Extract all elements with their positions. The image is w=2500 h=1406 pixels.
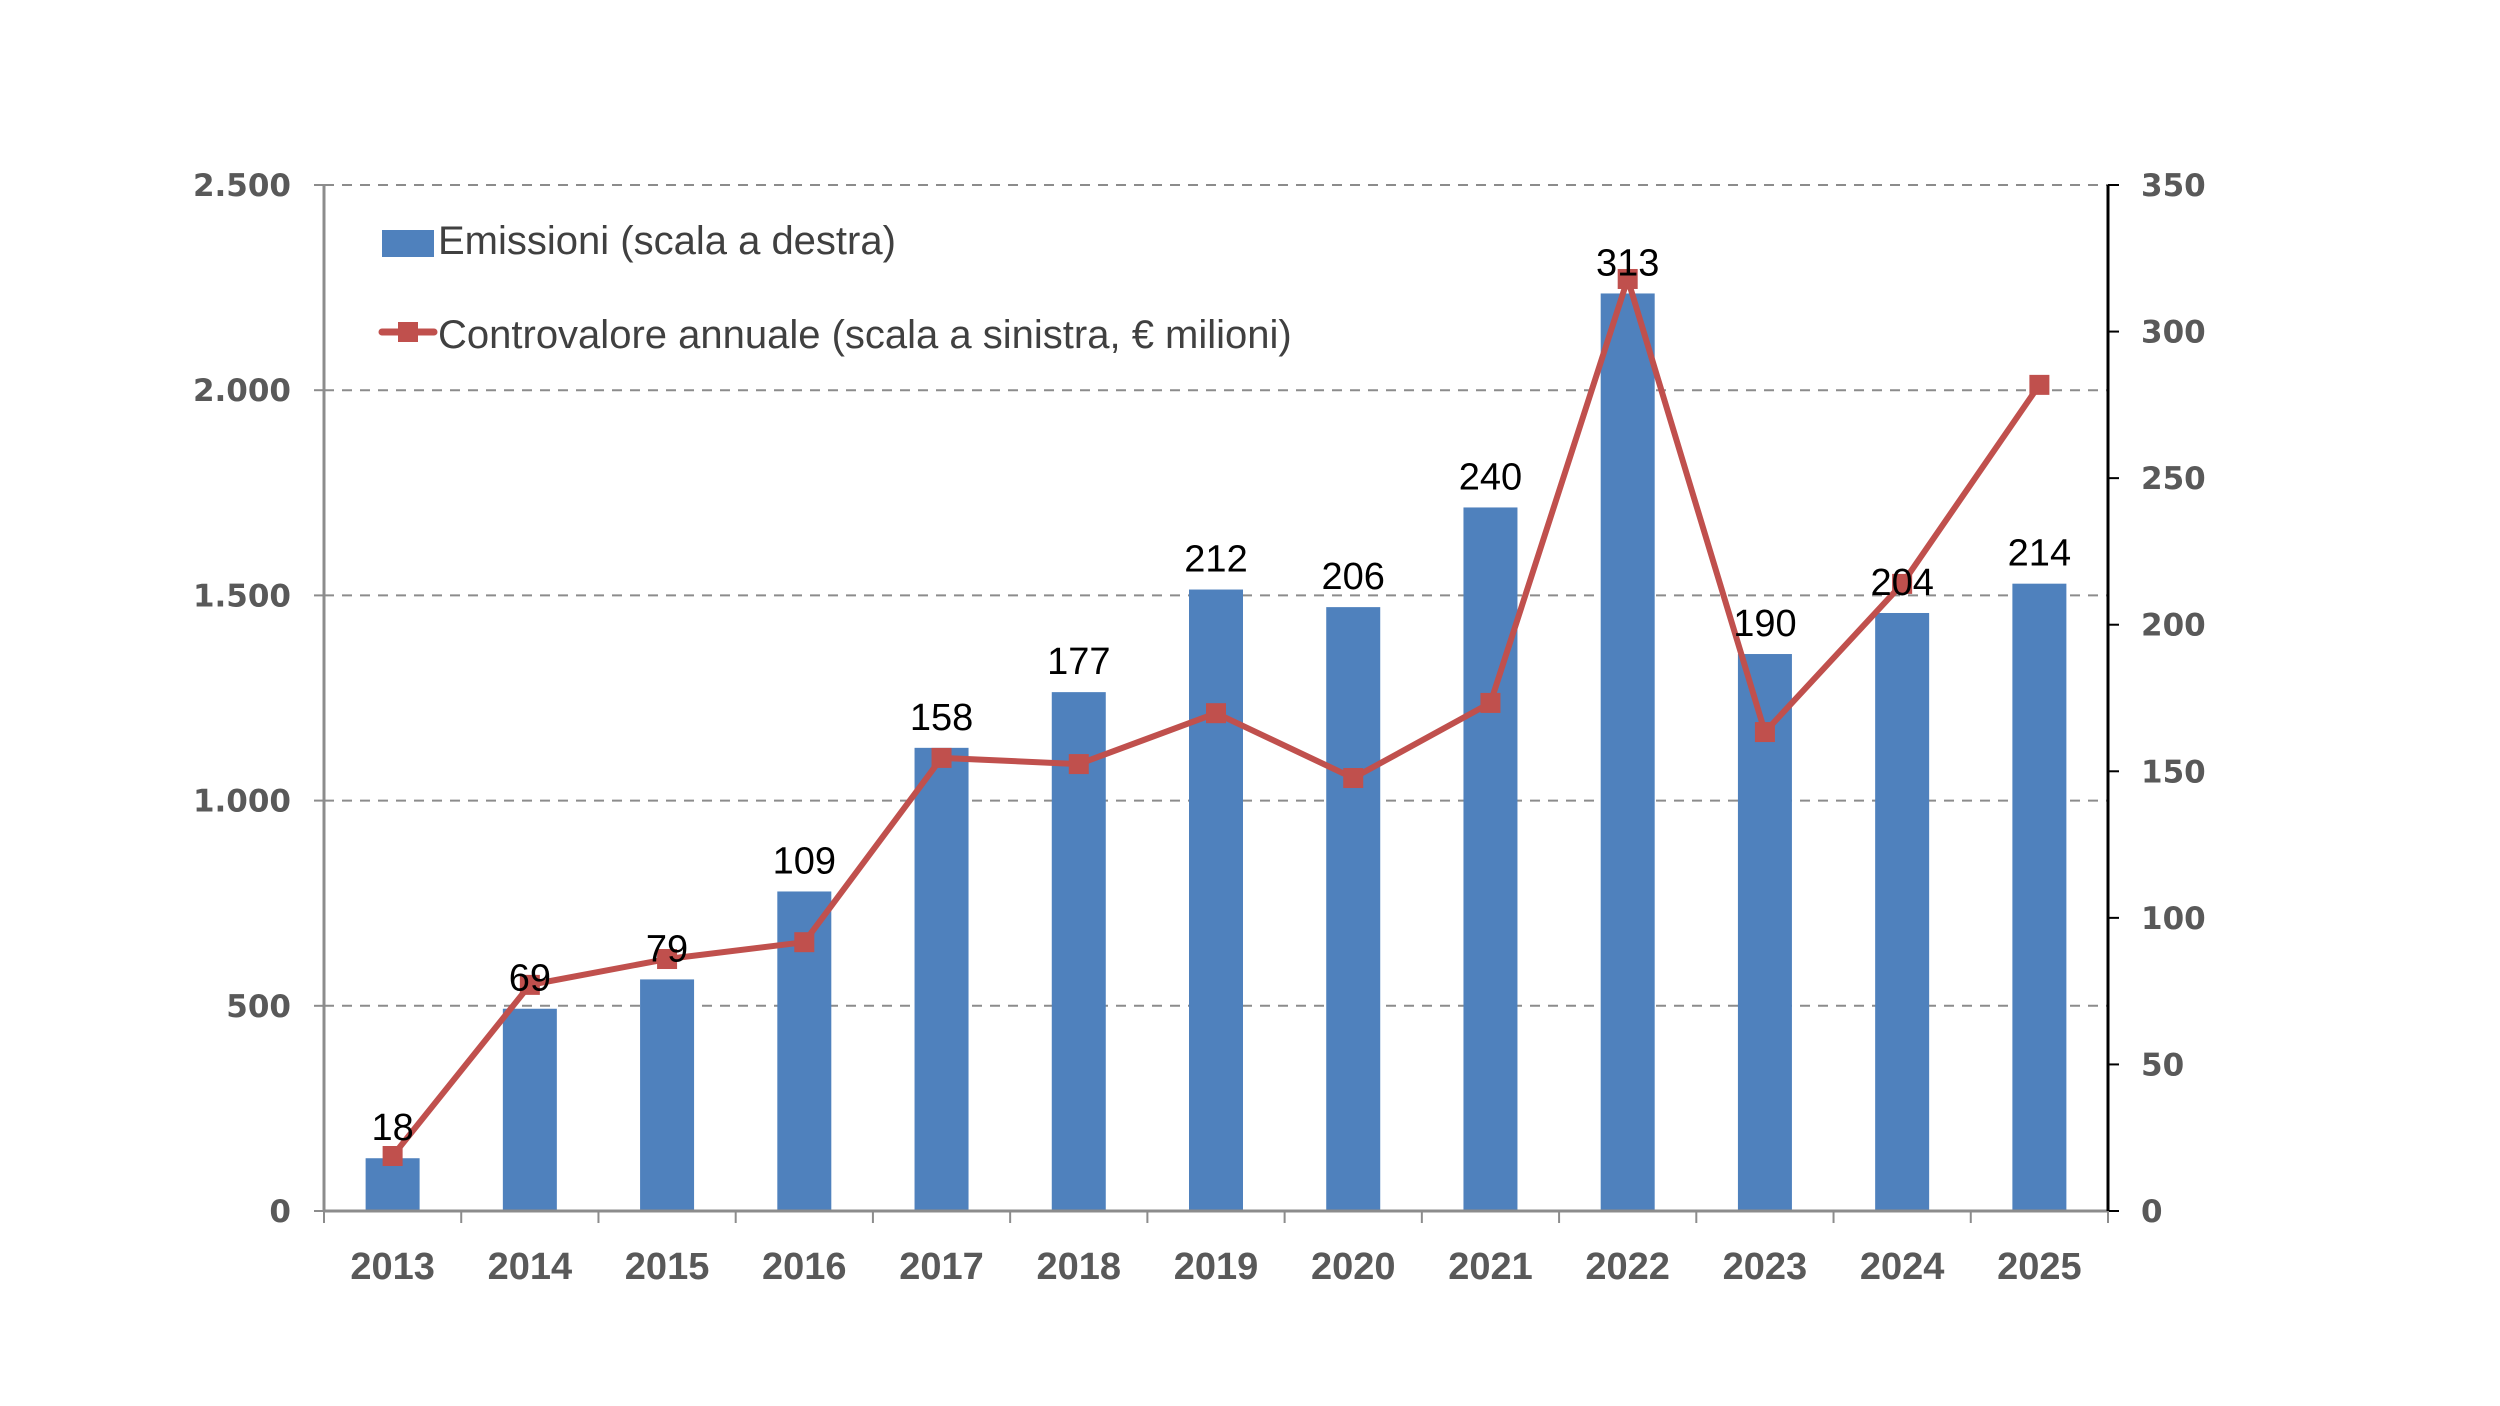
bar-data-label: 214 (2008, 533, 2071, 575)
bar-data-label: 204 (1870, 562, 1933, 604)
x-tick-label: 2013 (350, 1246, 435, 1288)
left-tick-label: 500 (226, 989, 291, 1025)
bar (1737, 654, 1792, 1211)
bar-data-label: 79 (646, 928, 688, 970)
bar (640, 979, 695, 1211)
right-tick-label: 100 (2141, 901, 2206, 937)
bar-data-label: 18 (371, 1107, 413, 1149)
bar-data-label: 313 (1596, 242, 1659, 284)
legend: Emissioni (scala a destra) Controvalore … (378, 219, 1292, 357)
bar-data-label: 212 (1184, 539, 1247, 581)
bar-data-label: 206 (1322, 556, 1385, 598)
legend-swatch-bar (382, 230, 434, 257)
legend-swatch-marker (398, 322, 418, 342)
line-marker (1343, 768, 1364, 789)
bar-data-label: 190 (1733, 603, 1796, 645)
x-tick-label: 2019 (1174, 1246, 1259, 1288)
line-marker (1480, 692, 1501, 713)
bar (1600, 293, 1655, 1211)
line-marker (657, 949, 678, 970)
x-tick-label: 2020 (1311, 1246, 1396, 1288)
axes: 0 500 1.000 1.500 2.000 2.500 0 50 100 150 200 250 3… (193, 168, 2206, 1288)
bar (2012, 583, 2067, 1211)
line-marker (519, 974, 540, 995)
data-labels: 18 69 79 109 158 177 212 206 240 313 190 204 214 (371, 242, 2071, 1149)
x-tick-label: 2014 (488, 1246, 573, 1288)
right-tick-label: 250 (2141, 461, 2206, 497)
bar (365, 1158, 420, 1211)
right-tick-label: 150 (2141, 754, 2206, 790)
line-marker (1892, 573, 1913, 594)
x-tick-label: 2023 (1723, 1246, 1808, 1288)
x-tick-label: 2022 (1585, 1246, 1670, 1288)
x-tick-label: 2025 (1997, 1246, 2082, 1288)
line-marker (1068, 754, 1089, 775)
x-tick-label: 2024 (1860, 1246, 1945, 1288)
bar-data-label: 69 (509, 958, 551, 1000)
legend-label-line: Controvalore annuale (scala a sinistra, … (438, 313, 1292, 357)
bar-data-label: 240 (1459, 456, 1522, 498)
x-tick-label: 2021 (1448, 1246, 1533, 1288)
bar-data-label: 177 (1047, 641, 1110, 683)
bar (1463, 507, 1518, 1211)
x-tick-label: 2015 (625, 1246, 710, 1288)
bar (914, 747, 969, 1211)
right-tick-label: 300 (2141, 315, 2206, 351)
bar-series (365, 293, 2067, 1211)
left-tick-label: 1.000 (193, 784, 291, 820)
line-marker (1617, 268, 1638, 289)
left-tick-label: 0 (269, 1194, 291, 1230)
right-tick-label: 200 (2141, 608, 2206, 644)
line-marker (382, 1146, 403, 1167)
right-tick-label: 50 (2141, 1047, 2184, 1083)
line-marker (2029, 374, 2050, 395)
left-tick-label: 2.000 (193, 373, 291, 409)
bar-data-label: 158 (910, 697, 973, 739)
line-series (382, 268, 2050, 1167)
legend-label-bar: Emissioni (scala a destra) (438, 219, 896, 263)
bar (1875, 612, 1930, 1211)
bar-data-label: 109 (773, 840, 836, 882)
line-marker (1754, 722, 1775, 743)
bar (1326, 607, 1381, 1211)
right-tick-label: 0 (2141, 1194, 2163, 1230)
bar (1189, 589, 1243, 1211)
line-marker (794, 932, 815, 953)
left-tick-label: 1.500 (193, 578, 291, 614)
x-tick-label: 2018 (1036, 1246, 1121, 1288)
left-tick-label: 2.500 (193, 168, 291, 204)
x-tick-label: 2016 (762, 1246, 847, 1288)
bar (1051, 692, 1106, 1211)
line-marker (1206, 703, 1226, 724)
x-tick-label: 2017 (899, 1246, 984, 1288)
right-tick-label: 350 (2141, 168, 2206, 204)
line-marker (931, 747, 952, 768)
bar (502, 1008, 557, 1211)
